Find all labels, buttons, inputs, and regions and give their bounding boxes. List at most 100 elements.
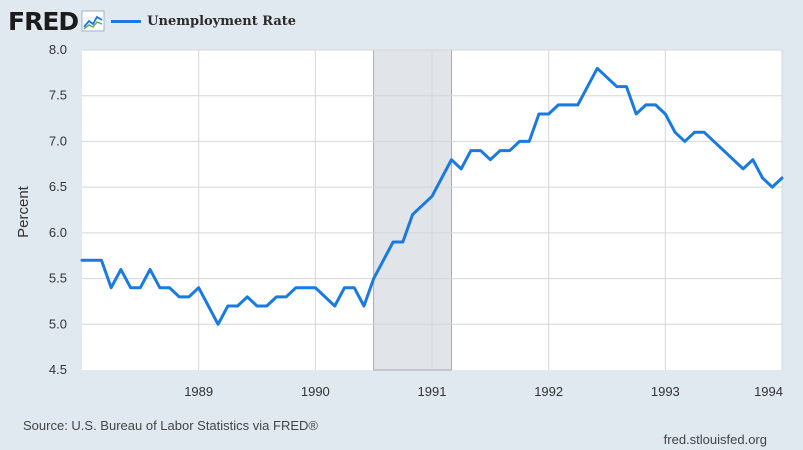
y-tick-label-6: 7.5 (49, 88, 67, 103)
data-point[interactable] (702, 130, 707, 135)
x-tick-label-4: 1993 (651, 384, 680, 399)
x-tick-label-2: 1991 (418, 384, 447, 399)
data-point[interactable] (342, 285, 347, 290)
data-point[interactable] (80, 258, 85, 263)
data-point[interactable] (206, 304, 211, 309)
data-point[interactable] (89, 258, 94, 263)
data-point[interactable] (527, 139, 532, 144)
data-point[interactable] (225, 304, 230, 309)
data-point[interactable] (653, 102, 658, 107)
data-point[interactable] (741, 166, 746, 171)
data-point[interactable] (323, 294, 328, 299)
data-point[interactable] (468, 148, 473, 153)
data-point[interactable] (682, 139, 687, 144)
y-axis-ticks: 4.5 5.0 5.5 6.0 6.5 7.0 7.5 8.0 (49, 42, 67, 377)
y-tick-label-3: 6.0 (49, 225, 67, 240)
data-point[interactable] (361, 304, 366, 309)
y-tick-label-0: 4.5 (49, 362, 67, 377)
data-point[interactable] (546, 112, 551, 117)
data-point[interactable] (556, 102, 561, 107)
data-point[interactable] (517, 139, 522, 144)
data-point[interactable] (673, 130, 678, 135)
data-point[interactable] (400, 240, 405, 245)
data-point[interactable] (459, 166, 464, 171)
y-tick-label-1: 5.0 (49, 316, 67, 331)
legend-label: Unemployment Rate (147, 13, 297, 29)
data-point[interactable] (711, 139, 716, 144)
x-tick-label-0: 1989 (184, 384, 213, 399)
x-tick-label-3: 1992 (534, 384, 563, 399)
data-point[interactable] (167, 285, 172, 290)
series-line-0[interactable] (80, 66, 784, 326)
y-tick-label-5: 7.0 (49, 133, 67, 148)
data-point[interactable] (157, 285, 162, 290)
data-point[interactable] (186, 294, 191, 299)
data-point[interactable] (128, 285, 133, 290)
data-point[interactable] (109, 285, 114, 290)
data-point[interactable] (138, 285, 143, 290)
data-point[interactable] (313, 285, 318, 290)
data-point[interactable] (780, 176, 785, 181)
data-point[interactable] (196, 285, 201, 290)
data-point[interactable] (255, 304, 260, 309)
data-point[interactable] (284, 294, 289, 299)
x-tick-label-1: 1990 (301, 384, 330, 399)
data-point[interactable] (750, 157, 755, 162)
data-point[interactable] (235, 304, 240, 309)
data-point[interactable] (605, 75, 610, 80)
data-point[interactable] (770, 185, 775, 190)
data-point[interactable] (488, 157, 493, 162)
data-point[interactable] (585, 84, 590, 89)
data-point[interactable] (420, 203, 425, 208)
data-point[interactable] (293, 285, 298, 290)
data-point[interactable] (410, 212, 415, 217)
data-point[interactable] (371, 276, 376, 281)
data-point[interactable] (118, 267, 123, 272)
legend-swatch (111, 19, 142, 23)
data-point[interactable] (439, 176, 444, 181)
site-link[interactable]: fred.stlouisfed.org (663, 432, 767, 447)
data-point[interactable] (148, 267, 153, 272)
data-point[interactable] (566, 102, 571, 107)
data-point[interactable] (478, 148, 483, 153)
recession-layer (373, 49, 452, 371)
data-point[interactable] (303, 285, 308, 290)
recession-shade-0 (373, 49, 452, 371)
data-point[interactable] (595, 66, 600, 71)
data-point[interactable] (536, 112, 541, 117)
data-point[interactable] (274, 294, 279, 299)
data-point[interactable] (332, 304, 337, 309)
data-point[interactable] (498, 148, 503, 153)
y-tick-label-4: 6.5 (49, 179, 67, 194)
data-point[interactable] (449, 157, 454, 162)
data-point[interactable] (391, 240, 396, 245)
data-point[interactable] (99, 258, 104, 263)
y-tick-label-7: 8.0 (49, 42, 67, 57)
x-tick-label-5: 1994 (754, 384, 783, 399)
data-point[interactable] (381, 258, 386, 263)
data-point[interactable] (624, 84, 629, 89)
x-axis-ticks: 1989 1990 1991 1992 1993 1994 (184, 384, 783, 399)
data-point[interactable] (614, 84, 619, 89)
series-layer (80, 66, 785, 327)
data-point[interactable] (216, 322, 221, 327)
data-point[interactable] (643, 102, 648, 107)
data-point[interactable] (507, 148, 512, 153)
data-point[interactable] (692, 130, 697, 135)
chart-header: FRED Unemployment Rate (8, 4, 296, 38)
data-point[interactable] (575, 102, 580, 107)
data-point[interactable] (177, 294, 182, 299)
data-point[interactable] (721, 148, 726, 153)
data-point[interactable] (245, 294, 250, 299)
fred-logo[interactable]: FRED (8, 6, 79, 36)
data-point[interactable] (760, 176, 765, 181)
data-point[interactable] (634, 112, 639, 117)
y-axis-label: Percent (15, 185, 32, 238)
legend: Unemployment Rate (111, 14, 296, 29)
data-point[interactable] (264, 304, 269, 309)
y-tick-label-2: 5.5 (49, 271, 67, 286)
data-point[interactable] (352, 285, 357, 290)
data-point[interactable] (430, 194, 435, 199)
data-point[interactable] (731, 157, 736, 162)
data-point[interactable] (663, 112, 668, 117)
